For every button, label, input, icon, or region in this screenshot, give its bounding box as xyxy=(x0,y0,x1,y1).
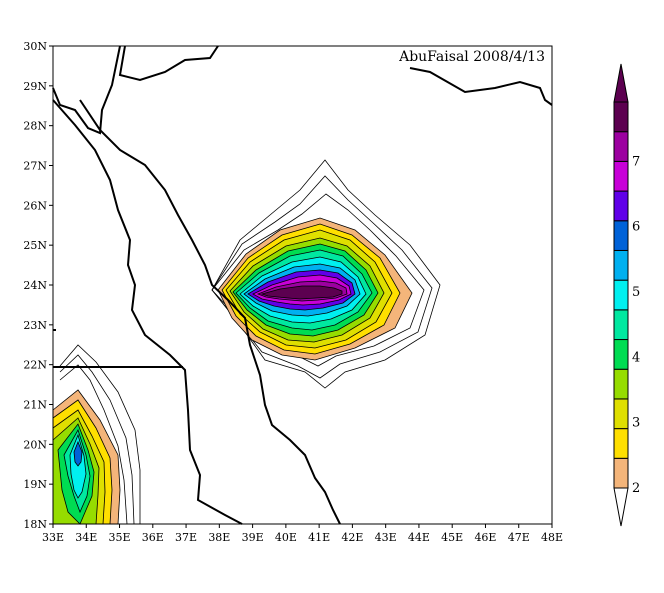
colorbar-swatch xyxy=(613,101,629,133)
x-tick-label: 34E xyxy=(75,531,97,544)
y-axis: 18N 19N 20N 21N 22N 23N 24N 25N 26N 27N 28N 29N 30N xyxy=(23,40,53,531)
colorbar: 2 3 4 5 6 7 xyxy=(613,63,640,527)
coastline-gulf-of-suez xyxy=(52,45,121,135)
y-tick-label: 24N xyxy=(23,279,47,292)
x-tick-label: 33E xyxy=(42,531,64,544)
y-tick-label: 25N xyxy=(23,239,47,252)
x-tick-label: 37E xyxy=(175,531,197,544)
x-tick-label: 40E xyxy=(275,531,297,544)
contour-band-max xyxy=(260,285,343,300)
x-tick-label: 41E xyxy=(308,531,330,544)
contour-line xyxy=(211,175,433,379)
y-tick-label: 28N xyxy=(23,120,47,133)
x-tick-label: 48E xyxy=(541,531,563,544)
x-tick-label: 42E xyxy=(341,531,363,544)
x-tick-label: 44E xyxy=(408,531,430,544)
x-tick-label: 43E xyxy=(375,531,397,544)
contour-line xyxy=(59,364,128,525)
main-contour-system xyxy=(211,159,441,389)
colorbar-label: 6 xyxy=(632,220,640,235)
colorbar-swatch xyxy=(613,249,629,281)
x-tick-label: 39E xyxy=(242,531,264,544)
coastline-gulf-of-aqaba xyxy=(118,45,219,82)
y-tick-label: 22N xyxy=(23,359,47,372)
y-tick-label: 30N xyxy=(23,40,47,53)
y-tick-label: 27N xyxy=(23,160,47,173)
colorbar-swatch xyxy=(613,309,629,341)
colorbar-swatch xyxy=(613,190,629,222)
contour-band-5-5 xyxy=(73,440,83,467)
x-axis: 33E 34E 35E 36E 37E 38E 39E 40E 41E 42E 43E 44E 45E 4… xyxy=(42,524,563,544)
colorbar-under-triangle xyxy=(613,487,629,527)
colorbar-label: 3 xyxy=(632,416,640,431)
colorbar-label: 2 xyxy=(632,481,640,496)
coastline-persian-gulf xyxy=(409,67,553,106)
borders xyxy=(53,329,183,368)
colorbar-swatch xyxy=(613,279,629,311)
colorbar-swatch xyxy=(613,428,629,459)
colorbar-swatch xyxy=(613,131,629,162)
colorbar-over-triangle xyxy=(613,63,629,103)
y-tick-label: 18N xyxy=(23,518,47,531)
colorbar-swatch xyxy=(613,398,629,430)
y-tick-label: 26N xyxy=(23,199,47,212)
y-tick-label: 19N xyxy=(23,478,47,491)
coastlines xyxy=(52,45,553,525)
y-tick-label: 20N xyxy=(23,438,47,451)
y-tick-label: 23N xyxy=(23,319,47,332)
x-tick-label: 36E xyxy=(142,531,164,544)
contour-line xyxy=(59,354,135,525)
coastline-red-sea-east xyxy=(79,99,341,525)
secondary-contour-system xyxy=(52,344,141,525)
x-tick-label: 35E xyxy=(109,531,131,544)
y-tick-label: 29N xyxy=(23,80,47,93)
colorbar-swatch xyxy=(613,220,629,251)
x-tick-label: 45E xyxy=(441,531,463,544)
colorbar-swatch xyxy=(613,160,629,192)
x-tick-label: 46E xyxy=(474,531,496,544)
x-tick-label: 47E xyxy=(508,531,530,544)
credit-label: AbuFaisal 2008/4/13 xyxy=(398,49,545,65)
colorbar-swatch xyxy=(613,457,629,489)
colorbar-label: 7 xyxy=(632,154,640,169)
colorbar-swatch xyxy=(613,339,629,370)
coastline-red-sea-west xyxy=(52,99,243,525)
contour-line xyxy=(211,159,441,389)
colorbar-label: 4 xyxy=(632,350,640,365)
y-tick-label: 21N xyxy=(23,399,47,412)
colorbar-label: 5 xyxy=(632,285,640,300)
colorbar-swatch xyxy=(613,368,629,400)
x-tick-label: 38E xyxy=(208,531,230,544)
contour-line xyxy=(59,344,141,524)
